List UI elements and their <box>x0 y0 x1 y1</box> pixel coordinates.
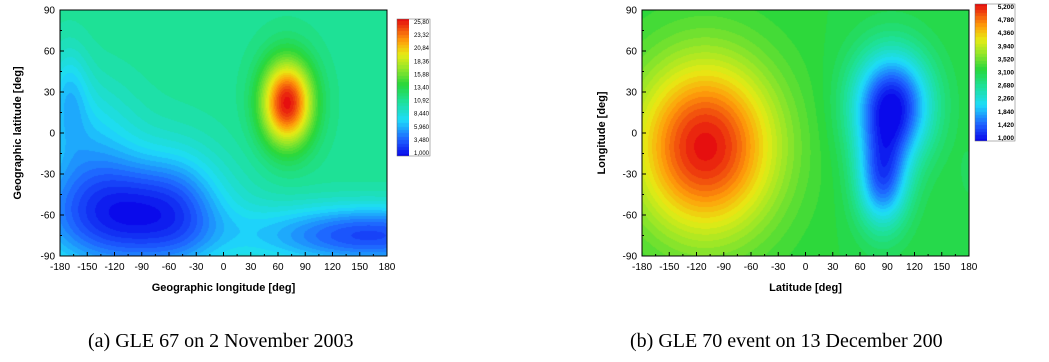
x-tick-label-a: 180 <box>379 262 396 273</box>
x-tick-label-a: -60 <box>162 262 177 273</box>
colorbar-label-a: 20,84 <box>414 46 430 52</box>
colorbar-label-a: 5,960 <box>414 125 430 131</box>
colorbar-label-a: 3,480 <box>414 138 430 144</box>
colorbar-b-gradient <box>975 4 987 141</box>
colorbar-label-b: 1,420 <box>998 122 1015 129</box>
y-tick-label-b: 30 <box>626 88 638 99</box>
chart-a: -180 -150 -120 -90 -60 -30 0 30 60 90 120 150 180 90 6… <box>12 6 431 294</box>
x-tick-label-b: 120 <box>906 262 923 273</box>
y-tick-label-a: -60 <box>41 211 56 222</box>
y-tick-label-b: -90 <box>623 252 638 263</box>
colorbar-label-a: 10,92 <box>414 99 430 105</box>
colorbar-label-b: 3,940 <box>998 43 1015 50</box>
colorbar-a-gradient <box>397 19 409 156</box>
y-axis-label-b: Longitude [deg] <box>596 91 608 174</box>
caption-b: (b) GLE 70 event on 13 December 200 <box>630 330 943 352</box>
colorbar-label-b: 4,780 <box>998 17 1015 24</box>
x-tick-label-a: -180 <box>50 262 70 273</box>
colorbar-label-b: 1,000 <box>998 135 1015 142</box>
chart-b: -180 -150 -120 -90 -60 -30 0 30 60 90 120 150 180 90 6… <box>596 3 1016 294</box>
ticks-b: -180 -150 -120 -90 -60 -30 0 30 60 90 120 150 180 90 6… <box>623 6 978 274</box>
colorbar-label-b: 4,360 <box>998 30 1015 37</box>
colorbar-label-a: 8,440 <box>414 112 430 118</box>
x-tick-label-b: 0 <box>803 262 809 273</box>
y-tick-label-a: 30 <box>44 88 56 99</box>
colorbar-label-a: 18,36 <box>414 59 430 65</box>
colorbar-label-a: 15,88 <box>414 72 430 78</box>
x-tick-label-b: -120 <box>686 262 706 273</box>
x-tick-label-b: -60 <box>744 262 759 273</box>
x-tick-label-b: 150 <box>933 262 950 273</box>
y-tick-label-a: 90 <box>44 6 56 17</box>
colorbar-b-labels: 5,200 4,780 4,360 3,940 3,520 3,100 2,680 2,260… <box>998 4 1015 142</box>
colorbar-label-a: 13,40 <box>414 86 430 92</box>
caption-a: (a) GLE 67 on 2 November 2003 <box>88 330 354 352</box>
y-tick-label-b: 90 <box>626 6 638 17</box>
colorbar-b-frame <box>974 3 1016 142</box>
x-tick-label-b: -180 <box>632 262 652 273</box>
colorbar-a-labels: 25,80 23,32 20,84 18,36 15,88 13,40 10,92 8,440… <box>414 20 430 157</box>
x-tick-label-a: 90 <box>300 262 312 273</box>
y-tick-label-a: -30 <box>41 170 56 181</box>
colorbar-label-b: 2,680 <box>998 83 1015 90</box>
plot-b-frame <box>641 9 970 257</box>
colorbar-label-b: 5,200 <box>998 4 1015 11</box>
x-tick-label-b: 90 <box>882 262 894 273</box>
colorbar-label-b: 2,260 <box>998 96 1015 103</box>
colorbar-label-b: 1,840 <box>998 109 1015 116</box>
x-tick-label-a: -120 <box>104 262 124 273</box>
y-axis-label-a: Geographic latitude [deg] <box>12 66 24 200</box>
x-axis-label-b: Latitude [deg] <box>769 282 842 294</box>
colorbar-a: 25,80 23,32 20,84 18,36 15,88 13,40 10,92 8,440… <box>396 18 431 157</box>
x-tick-label-a: 60 <box>272 262 284 273</box>
colorbar-label-b: 3,100 <box>998 70 1015 77</box>
colorbar-label-a: 1,000 <box>414 151 430 157</box>
x-tick-label-a: 120 <box>324 262 341 273</box>
x-tick-label-a: 150 <box>351 262 368 273</box>
y-tick-label-a: 0 <box>49 129 55 140</box>
x-tick-label-b: -150 <box>659 262 679 273</box>
heatmap-b <box>642 10 969 256</box>
y-tick-label-b: 60 <box>626 47 638 58</box>
y-tick-label-a: 60 <box>44 47 56 58</box>
x-axis-label-a: Geographic longitude [deg] <box>152 282 296 294</box>
colorbar-label-b: 3,520 <box>998 56 1015 63</box>
x-tick-label-a: -150 <box>77 262 97 273</box>
colorbar-a-frame <box>396 18 431 157</box>
x-tick-label-b: 60 <box>854 262 866 273</box>
plot-a-frame <box>59 9 388 257</box>
x-tick-label-a: 0 <box>221 262 227 273</box>
colorbar-label-a: 25,80 <box>414 20 430 26</box>
x-tick-label-a: -90 <box>135 262 150 273</box>
y-tick-label-a: -90 <box>41 252 56 263</box>
x-tick-label-b: -90 <box>717 262 732 273</box>
x-tick-label-b: 180 <box>961 262 978 273</box>
x-tick-label-a: -30 <box>189 262 204 273</box>
x-tick-label-b: 30 <box>827 262 839 273</box>
y-tick-label-b: -60 <box>623 211 638 222</box>
x-tick-label-a: 30 <box>245 262 257 273</box>
y-tick-label-b: 0 <box>631 129 637 140</box>
colorbar-label-a: 23,32 <box>414 33 430 39</box>
y-tick-label-b: -30 <box>623 170 638 181</box>
heatmap-a <box>60 10 387 256</box>
x-tick-label-b: -30 <box>771 262 786 273</box>
colorbar-b: 5,200 4,780 4,360 3,940 3,520 3,100 2,680 2,260… <box>974 3 1016 142</box>
